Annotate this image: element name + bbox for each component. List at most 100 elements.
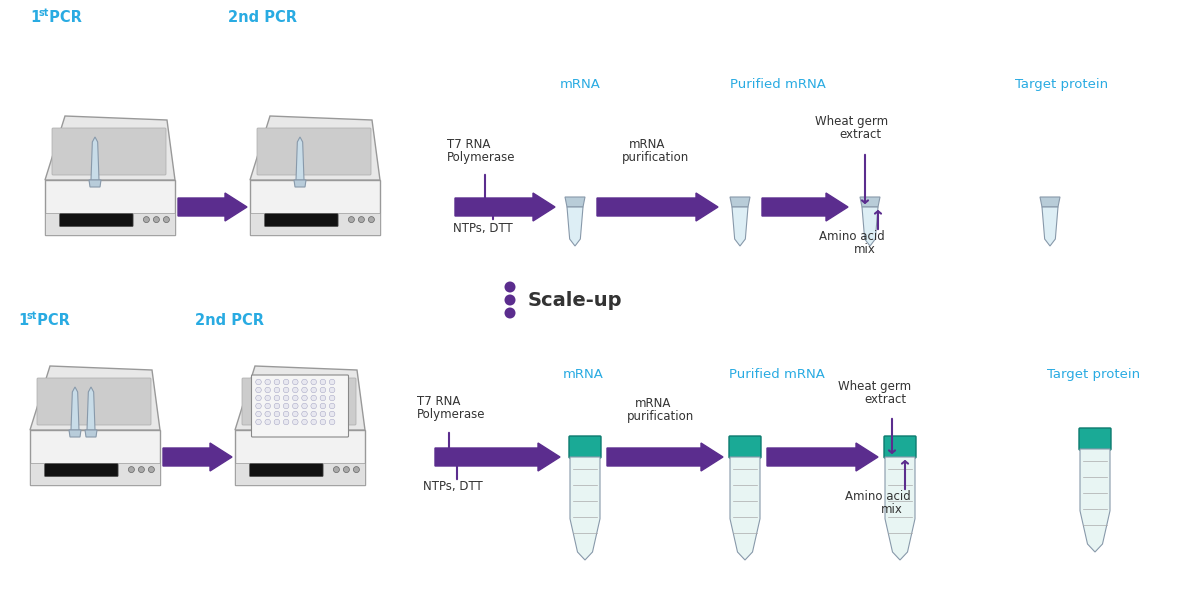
Text: Amino acid: Amino acid	[819, 230, 885, 243]
Text: NTPs, DTT: NTPs, DTT	[453, 222, 513, 235]
Polygon shape	[1080, 449, 1109, 552]
Text: 1: 1	[18, 313, 28, 328]
Circle shape	[283, 395, 289, 401]
Circle shape	[343, 466, 349, 472]
Circle shape	[138, 466, 144, 472]
Text: st: st	[26, 311, 37, 321]
Polygon shape	[294, 180, 307, 187]
FancyBboxPatch shape	[264, 214, 338, 227]
Circle shape	[349, 217, 355, 223]
FancyBboxPatch shape	[45, 180, 174, 235]
Circle shape	[302, 395, 308, 401]
FancyBboxPatch shape	[884, 436, 916, 458]
FancyBboxPatch shape	[45, 213, 174, 235]
Circle shape	[256, 379, 262, 385]
Polygon shape	[70, 430, 81, 437]
Circle shape	[329, 419, 335, 425]
Circle shape	[292, 411, 298, 417]
Text: mix: mix	[854, 243, 876, 256]
Polygon shape	[45, 116, 174, 180]
Text: NTPs, DTT: NTPs, DTT	[423, 480, 482, 493]
Text: T7 RNA: T7 RNA	[417, 395, 460, 408]
FancyBboxPatch shape	[242, 378, 356, 425]
FancyBboxPatch shape	[569, 436, 601, 458]
Text: extract: extract	[864, 393, 907, 406]
Polygon shape	[235, 366, 365, 430]
Circle shape	[274, 419, 279, 425]
Circle shape	[256, 411, 262, 417]
Polygon shape	[178, 193, 246, 221]
Circle shape	[292, 419, 298, 425]
FancyBboxPatch shape	[251, 375, 349, 437]
Polygon shape	[29, 366, 160, 430]
Circle shape	[302, 411, 308, 417]
Circle shape	[292, 403, 298, 409]
Polygon shape	[1042, 207, 1058, 246]
Polygon shape	[732, 207, 747, 246]
Text: 2nd PCR: 2nd PCR	[228, 10, 297, 25]
Polygon shape	[85, 430, 97, 437]
Circle shape	[153, 217, 159, 223]
Polygon shape	[1040, 197, 1060, 207]
Circle shape	[256, 419, 262, 425]
Text: st: st	[38, 8, 48, 18]
Circle shape	[256, 403, 262, 409]
Circle shape	[283, 419, 289, 425]
FancyBboxPatch shape	[52, 128, 166, 175]
Polygon shape	[567, 207, 582, 246]
Circle shape	[265, 419, 270, 425]
Circle shape	[292, 387, 298, 393]
Polygon shape	[859, 197, 880, 207]
Text: 2nd PCR: 2nd PCR	[195, 313, 264, 328]
Circle shape	[292, 395, 298, 401]
Polygon shape	[435, 443, 560, 471]
Text: T7 RNA: T7 RNA	[447, 138, 490, 151]
Text: purification: purification	[623, 151, 690, 164]
Polygon shape	[250, 116, 380, 180]
FancyBboxPatch shape	[257, 128, 371, 175]
Text: mRNA: mRNA	[564, 368, 604, 381]
Circle shape	[329, 379, 335, 385]
Circle shape	[311, 419, 316, 425]
Circle shape	[274, 379, 279, 385]
Circle shape	[283, 411, 289, 417]
Circle shape	[265, 411, 270, 417]
Circle shape	[334, 466, 340, 472]
Text: PCR: PCR	[32, 313, 70, 328]
Circle shape	[144, 217, 150, 223]
Polygon shape	[87, 387, 95, 430]
Text: Scale-up: Scale-up	[528, 290, 623, 309]
Text: Polymerase: Polymerase	[447, 151, 515, 164]
Circle shape	[256, 395, 262, 401]
Polygon shape	[607, 443, 723, 471]
Circle shape	[354, 466, 360, 472]
Circle shape	[329, 403, 335, 409]
Polygon shape	[885, 457, 915, 560]
Circle shape	[164, 217, 170, 223]
Circle shape	[311, 395, 316, 401]
Circle shape	[311, 387, 316, 393]
Circle shape	[321, 395, 325, 401]
Text: Target protein: Target protein	[1015, 78, 1108, 91]
FancyBboxPatch shape	[29, 463, 160, 485]
Circle shape	[302, 419, 308, 425]
Circle shape	[129, 466, 134, 472]
FancyBboxPatch shape	[29, 430, 160, 485]
Text: 1: 1	[29, 10, 40, 25]
Text: Wheat germ: Wheat germ	[816, 115, 889, 128]
Circle shape	[274, 387, 279, 393]
Polygon shape	[762, 193, 848, 221]
FancyBboxPatch shape	[45, 464, 118, 477]
Polygon shape	[569, 457, 600, 560]
Polygon shape	[565, 197, 585, 207]
Circle shape	[311, 379, 316, 385]
Circle shape	[283, 379, 289, 385]
Circle shape	[256, 387, 262, 393]
Polygon shape	[730, 457, 760, 560]
Circle shape	[329, 395, 335, 401]
Polygon shape	[455, 193, 555, 221]
Text: Purified mRNA: Purified mRNA	[730, 78, 825, 91]
Circle shape	[283, 403, 289, 409]
Text: Purified mRNA: Purified mRNA	[729, 368, 825, 381]
Circle shape	[302, 403, 308, 409]
